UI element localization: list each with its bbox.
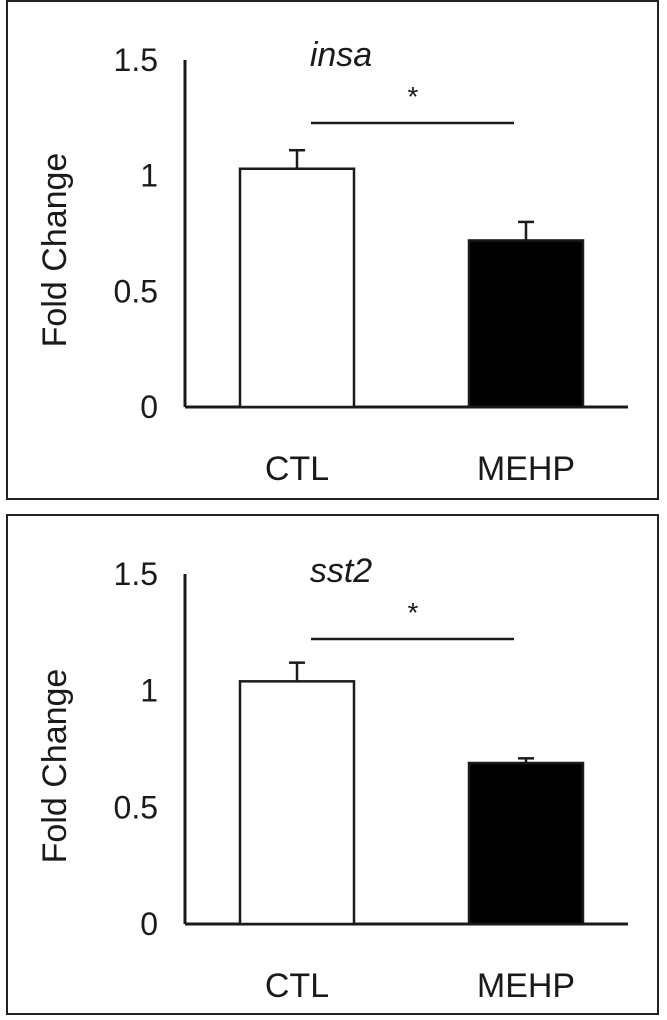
category-label: CTL [265, 967, 329, 1005]
y-tick-label: 1 [140, 158, 158, 194]
y-tick-label: 1.5 [114, 42, 158, 78]
y-tick-label: 1.5 [114, 556, 158, 592]
bar-ctl [238, 167, 356, 409]
y-axis-label: Fold Change [36, 153, 74, 348]
bar-chart-insa: insa Fold Change 0 0.5 1 1.5 CTL MEHP * [36, 36, 628, 488]
y-tick-label: 1 [140, 673, 158, 709]
chart-title: insa [310, 36, 372, 74]
y-axis-label: Fold Change [36, 669, 74, 864]
significance-marker: * [408, 597, 419, 628]
y-tick-label: 0 [140, 389, 158, 425]
chart-title: sst2 [310, 552, 372, 590]
bar-ctl [238, 680, 356, 926]
y-tick-label: 0.5 [114, 789, 158, 825]
category-label: MEHP [477, 967, 575, 1005]
y-tick-label: 0.5 [114, 273, 158, 309]
y-tick-label: 0 [140, 906, 158, 942]
chart-panel-insa: insa Fold Change 0 0.5 1 1.5 CTL MEHP * [6, 0, 659, 500]
category-label: MEHP [477, 450, 575, 488]
bar-chart-sst2: sst2 Fold Change 0 0.5 1 1.5 CTL MEHP * [36, 552, 628, 1005]
category-label: CTL [265, 450, 329, 488]
significance-marker: * [408, 81, 419, 112]
bar-mehp [467, 239, 585, 409]
bar-mehp [467, 761, 585, 926]
chart-panel-sst2: sst2 Fold Change 0 0.5 1 1.5 CTL MEHP * [6, 514, 659, 1015]
